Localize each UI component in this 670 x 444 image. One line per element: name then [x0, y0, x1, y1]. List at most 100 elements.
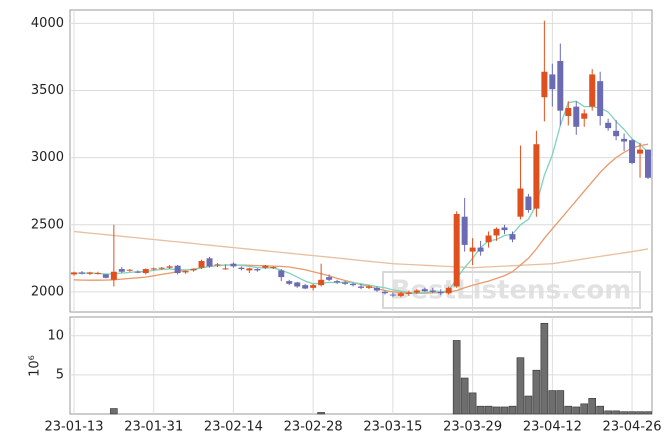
candle-body [78, 272, 85, 274]
candle-body [405, 292, 412, 294]
volume-bar [604, 410, 612, 415]
y-tick-label: 10 [47, 328, 64, 343]
moving-average-line [74, 100, 649, 294]
volume-bar [484, 405, 493, 415]
candle-body [182, 271, 189, 273]
candle-body [373, 287, 380, 291]
volume-bar [516, 357, 525, 415]
volume-bar [572, 406, 581, 415]
candle-body [238, 267, 245, 270]
candle-body [206, 258, 213, 267]
candle-body [469, 247, 476, 252]
candle-body [222, 268, 229, 270]
candle-body [533, 144, 540, 209]
x-tick-label: 23-02-14 [204, 420, 263, 435]
volume-bar [524, 395, 533, 415]
candle-body [429, 290, 436, 292]
moving-average-line [73, 230, 649, 269]
plot-frame [69, 9, 653, 313]
volume-bar [532, 369, 541, 415]
candle-body [549, 74, 556, 90]
volume-bar [596, 405, 604, 415]
candle-body [142, 269, 149, 274]
y-tick-label: 3500 [31, 83, 64, 98]
y-axis-label: 10⁶ [28, 355, 43, 377]
candle-body [310, 285, 317, 288]
volume-bar [588, 398, 597, 415]
candle-body [166, 266, 173, 268]
x-tick-label: 23-03-15 [363, 420, 422, 435]
candle-body [477, 247, 484, 252]
x-tick-label: 23-04-26 [603, 420, 662, 435]
volume-bar [460, 377, 469, 415]
candle-body [150, 268, 157, 270]
candle-body [350, 283, 357, 286]
y-tick-label: 4000 [31, 16, 64, 31]
candle-body [461, 216, 468, 245]
candle-body [270, 267, 277, 269]
candle-body [613, 130, 620, 137]
candle-body [334, 281, 341, 283]
volume-bar [548, 390, 557, 415]
volume-bar [628, 411, 636, 415]
volume-bar [317, 412, 325, 415]
volume-bar [492, 406, 501, 415]
y-tick-label: 5 [56, 367, 64, 382]
candle-body [453, 214, 460, 287]
candle-body [389, 294, 396, 296]
x-tick-label: 23-01-13 [44, 420, 103, 435]
volume-bar [644, 411, 652, 415]
candle-body [254, 269, 261, 271]
volume-bar [580, 403, 589, 415]
candle-body [190, 269, 197, 271]
candle-body [645, 149, 652, 178]
volume-bar [508, 405, 517, 415]
candle-body [262, 265, 269, 268]
candle-body [573, 106, 580, 127]
y-tick-label: 3000 [31, 150, 64, 165]
volume-bar [500, 406, 509, 415]
candle-body [525, 196, 532, 210]
candle-body [134, 271, 141, 273]
candle-body [230, 263, 237, 267]
candle-body [94, 273, 101, 275]
candle-body [286, 281, 293, 284]
y-tick-label: 2500 [31, 217, 64, 232]
x-tick-label: 23-03-29 [443, 420, 502, 435]
candle-body [565, 107, 572, 117]
candle-body [70, 272, 77, 275]
volume-bar [636, 411, 644, 415]
candle-body [158, 267, 165, 269]
volume-bar [612, 410, 620, 415]
candle-body [501, 227, 508, 231]
volume-bar [620, 411, 628, 415]
moving-average-line [73, 143, 649, 294]
candle-body [110, 271, 117, 280]
volume-bar [540, 322, 549, 415]
candle-body [397, 293, 404, 296]
x-tick-label: 23-04-12 [523, 420, 582, 435]
candle-body [381, 291, 388, 294]
candle-body [126, 269, 133, 271]
volume-bar [452, 340, 461, 415]
candle-body [118, 269, 125, 272]
candle-body [358, 286, 364, 288]
watermark: BestListens.com [391, 276, 632, 306]
candle-body [637, 149, 644, 154]
candle-body [629, 140, 636, 164]
volume-bar [476, 405, 485, 415]
candle-body [174, 265, 181, 274]
candle-body [589, 74, 596, 107]
candle-body [326, 277, 333, 280]
volume-bar [110, 408, 118, 415]
candle-body [621, 138, 628, 142]
candle-body [581, 113, 588, 119]
candle-body [198, 260, 205, 268]
candle-body [246, 268, 253, 271]
candle-body [485, 235, 492, 243]
x-tick-label: 23-01-31 [124, 420, 183, 435]
candle-body [437, 291, 444, 294]
volume-bar [556, 390, 565, 415]
candle-body [421, 289, 428, 292]
